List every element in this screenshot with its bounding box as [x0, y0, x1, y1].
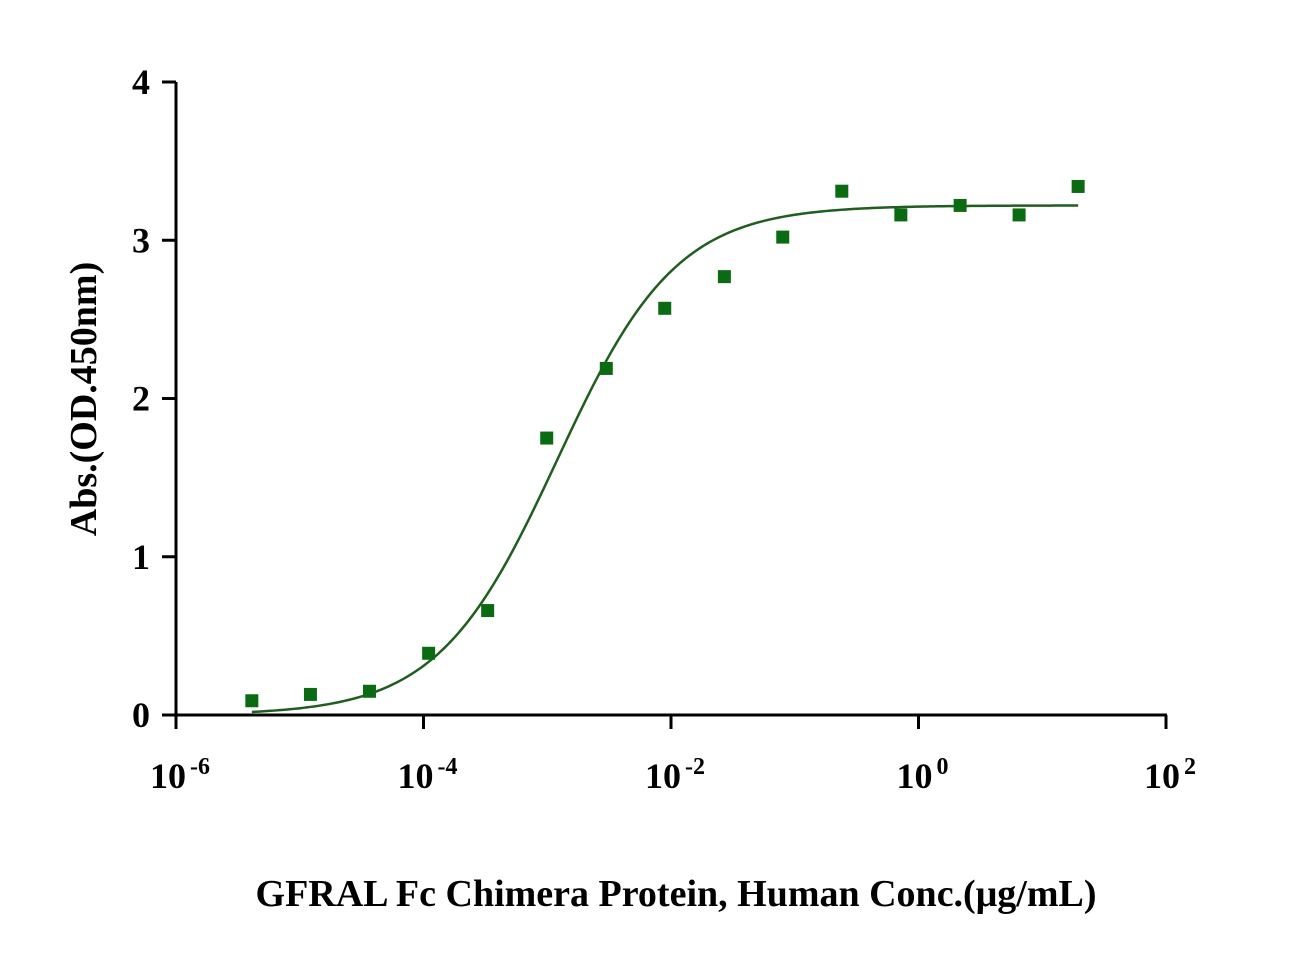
data-point [362, 684, 376, 698]
data-point [717, 270, 731, 284]
data-point [776, 230, 790, 244]
data-point [245, 694, 259, 708]
x-tick-base: 10 [150, 756, 186, 796]
x-tick-exponent: 0 [937, 754, 949, 780]
x-tick-label: 10 2 [1144, 754, 1196, 796]
x-tick-base: 10 [645, 756, 681, 796]
y-tick-label: 4 [132, 62, 150, 102]
x-tick-base: 10 [398, 756, 434, 796]
data-point [540, 431, 554, 445]
data-point [1012, 208, 1026, 222]
y-ticks: 0 1 2 3 4 [132, 62, 176, 735]
x-axis-title: GFRAL Fc Chimera Protein, Human Conc.(μg… [256, 873, 1097, 915]
x-tick-label: 10 0 [897, 754, 949, 796]
data-point [835, 184, 849, 198]
x-tick-exponent: -2 [685, 754, 705, 780]
data-point [953, 198, 967, 212]
y-tick-label: 3 [132, 220, 150, 260]
x-tick-exponent: -6 [190, 754, 210, 780]
x-tick-base: 10 [1144, 756, 1180, 796]
data-point [1071, 179, 1085, 193]
x-tick-exponent: -4 [438, 754, 458, 780]
axes [174, 82, 1167, 717]
fit-curve [251, 204, 1079, 714]
y-tick-label: 2 [132, 379, 150, 419]
data-point [599, 361, 613, 375]
x-tick-label: 10 -4 [398, 754, 458, 796]
data-points [245, 179, 1085, 708]
x-ticks: 10 -6 10 -4 10 -2 10 0 10 2 [150, 715, 1196, 796]
x-tick-exponent: 2 [1184, 754, 1196, 780]
data-point [894, 208, 908, 222]
y-axis-title: Abs.(OD.450nm) [63, 262, 105, 536]
x-tick-label: 10 -2 [645, 754, 705, 796]
data-point [658, 301, 672, 315]
data-point [481, 604, 495, 618]
y-tick-label: 0 [132, 695, 150, 735]
data-point [303, 687, 317, 701]
data-point [422, 646, 436, 660]
y-tick-label: 1 [132, 537, 150, 577]
x-tick-label: 10 -6 [150, 754, 210, 796]
x-tick-base: 10 [897, 756, 933, 796]
